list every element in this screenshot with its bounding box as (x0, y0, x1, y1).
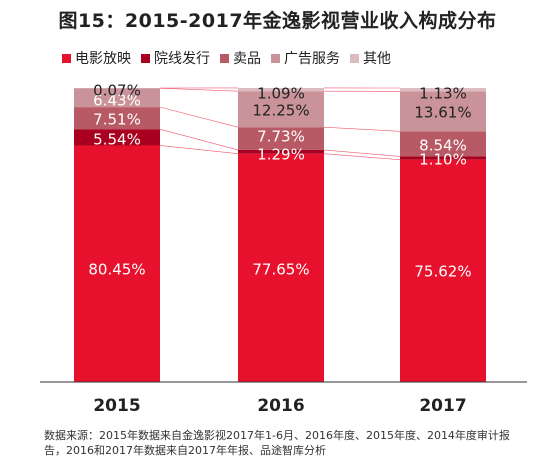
legend-swatch (220, 53, 229, 63)
connector-line (159, 128, 239, 151)
legend-label: 电影放映 (75, 51, 131, 67)
connector-line (159, 87, 239, 92)
legend-swatch (350, 53, 359, 63)
bar-segment (400, 159, 486, 382)
data-label: 80.45% (88, 261, 145, 279)
legend-item: 卖品 (220, 48, 261, 68)
connector-line (323, 149, 401, 157)
legend-label: 卖品 (233, 51, 261, 67)
legend-label: 广告服务 (284, 51, 340, 67)
bar-segment (238, 153, 324, 382)
bar-segment (238, 127, 324, 150)
bar-segment (74, 88, 160, 89)
data-label: 8.54% (419, 137, 467, 155)
legend-swatch (62, 53, 71, 63)
bar-segment (74, 107, 160, 130)
data-label: 1.13% (419, 85, 467, 103)
legend-label: 其他 (363, 51, 391, 67)
bar-segment (238, 87, 324, 92)
bar-segment (74, 145, 160, 382)
data-label: 1.09% (257, 85, 305, 103)
chart-title: 图15：2015-2017年金逸影视营业收入构成分布 (58, 10, 497, 32)
bar-segment (74, 88, 160, 108)
legend-item: 院线发行 (141, 48, 210, 68)
legend-item: 广告服务 (271, 48, 340, 68)
data-label: 75.62% (414, 263, 471, 281)
connector-line (159, 106, 239, 128)
legend-swatch (141, 53, 150, 63)
legend-item: 其他 (350, 48, 391, 68)
bar-segment (400, 91, 486, 132)
data-label: 1.29% (257, 146, 305, 164)
bar-segment (400, 156, 486, 160)
bar-segment (238, 91, 324, 128)
connector-line (159, 145, 239, 155)
data-label: 6.43% (93, 92, 141, 110)
bar-segment (400, 131, 486, 157)
bar-segment (400, 88, 486, 92)
data-label: 12.25% (252, 102, 309, 120)
data-label: 0.07% (93, 82, 141, 100)
bar-segment (74, 129, 160, 146)
data-label: 7.51% (93, 111, 141, 129)
connector-line (323, 153, 401, 160)
x-tick-label: 2015 (93, 396, 140, 416)
source-note: 数据来源：2015年数据来自金逸影视2017年1-6月、2016年度、2015年… (44, 429, 510, 457)
bar-segment (238, 149, 324, 154)
legend-swatch (271, 53, 280, 63)
legend-label: 院线发行 (154, 51, 210, 67)
legend-item: 电影放映 (62, 48, 131, 68)
legend: 电影放映 院线发行 卖品 广告服务 其他 (62, 47, 532, 69)
x-tick-label: 2017 (419, 396, 466, 416)
data-label: 7.73% (257, 128, 305, 146)
data-label: 77.65% (252, 261, 309, 279)
data-label: 13.61% (414, 104, 471, 122)
connector-line (323, 126, 401, 132)
data-label: 1.10% (419, 151, 467, 169)
x-tick-label: 2016 (257, 396, 304, 416)
data-label: 5.54% (93, 131, 141, 149)
